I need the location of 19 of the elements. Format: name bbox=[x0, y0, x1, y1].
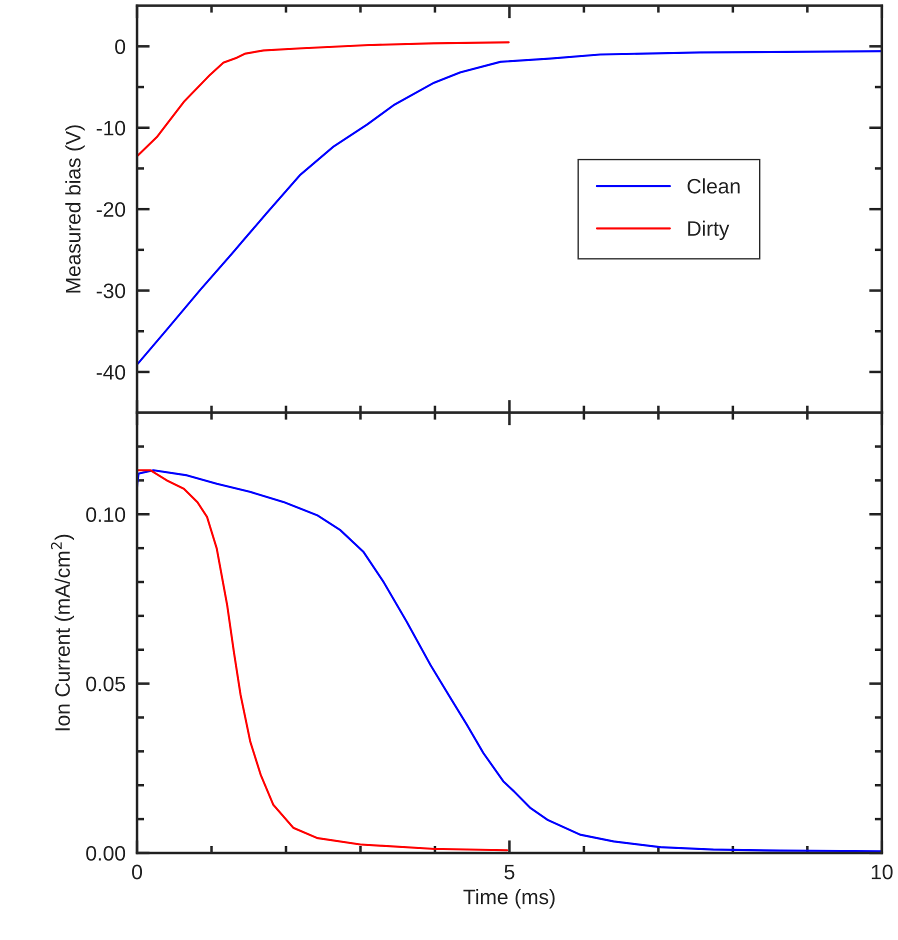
x-tick-label: 5 bbox=[504, 864, 514, 880]
legend-label: Clean bbox=[688, 178, 740, 194]
y-axis-title: Ion Current (mA/cm$^{2}$) bbox=[50, 534, 74, 730]
x-axis-title: Time (ms) bbox=[463, 889, 555, 908]
line-series bbox=[137, 50, 882, 366]
y-tick-label: -10 bbox=[96, 120, 126, 136]
y-tick-label: -20 bbox=[96, 202, 126, 217]
line-series bbox=[137, 469, 508, 852]
x-tick-label: 10 bbox=[872, 864, 893, 880]
y-tick-label: 0 bbox=[115, 39, 126, 54]
x-tick-label: 0 bbox=[132, 864, 142, 880]
line-series bbox=[137, 41, 510, 158]
legend-label: Dirty bbox=[688, 220, 730, 240]
y-axis-title: Measured bias (V) bbox=[65, 125, 85, 293]
y-tick-label: 0.10 bbox=[86, 507, 126, 522]
y-tick-label: -30 bbox=[96, 284, 126, 298]
y-tick-label: 0.05 bbox=[86, 676, 126, 692]
y-tick-label: 0.00 bbox=[86, 846, 126, 861]
y-tick-label: -40 bbox=[96, 364, 126, 380]
